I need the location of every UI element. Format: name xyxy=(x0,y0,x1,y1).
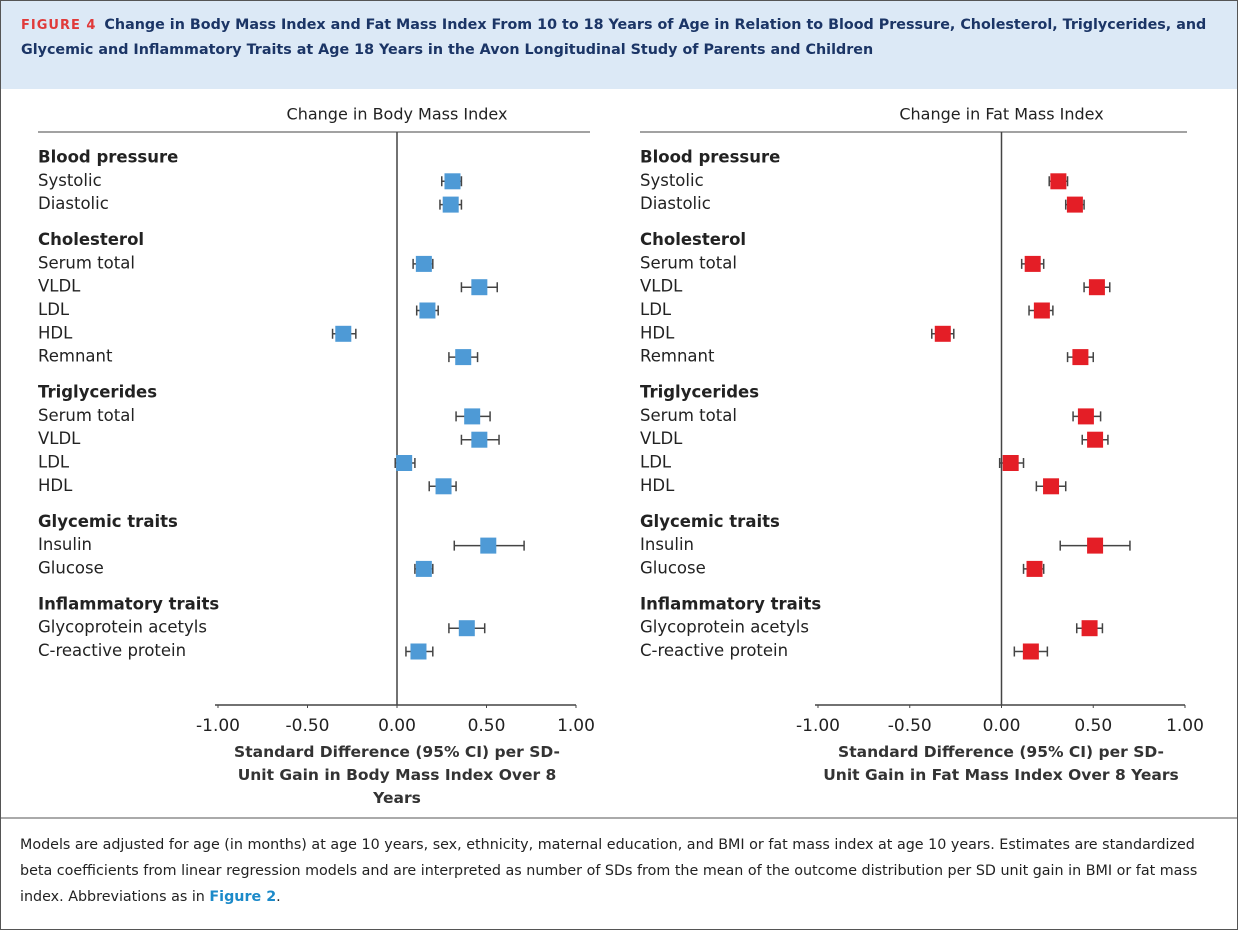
row-label: Remnant xyxy=(640,347,715,366)
row-label: Glucose xyxy=(38,558,104,577)
x-axis-label: Standard Difference (95% CI) per SD-Unit… xyxy=(234,743,560,807)
point-estimate xyxy=(1077,408,1094,425)
point-estimate xyxy=(396,455,413,471)
point-estimate xyxy=(410,643,427,660)
row-label: Serum total xyxy=(640,406,737,425)
point-estimate xyxy=(1026,560,1043,577)
caption: Models are adjusted for age (in months) … xyxy=(20,832,1220,910)
point-estimate xyxy=(464,408,481,425)
group-label: Cholesterol xyxy=(38,230,144,249)
point-estimate xyxy=(1024,255,1041,272)
row-label: VLDL xyxy=(640,429,683,448)
point-estimate xyxy=(444,173,461,190)
row-label: HDL xyxy=(38,323,73,342)
x-tick-label: 0.50 xyxy=(468,716,506,736)
x-tick-label: -0.50 xyxy=(286,716,330,736)
group-label: Glycemic traits xyxy=(640,512,780,531)
group-label: Inflammatory traits xyxy=(640,594,821,613)
point-estimate xyxy=(415,255,432,272)
group-label: Glycemic traits xyxy=(38,512,178,531)
point-estimate xyxy=(435,478,452,495)
point-estimate xyxy=(934,325,951,342)
row-label: Systolic xyxy=(38,171,102,190)
x-tick-label: -1.00 xyxy=(196,716,240,736)
row-label: Insulin xyxy=(640,535,694,554)
row-label: VLDL xyxy=(38,429,81,448)
row-label: VLDL xyxy=(38,277,81,296)
x-tick-label: -0.50 xyxy=(888,716,932,736)
row-label: Systolic xyxy=(640,171,704,190)
point-estimate xyxy=(471,431,488,448)
point-estimate xyxy=(458,620,475,637)
x-tick-label: 0.00 xyxy=(378,716,416,736)
row-label: Serum total xyxy=(38,406,135,425)
point-estimate xyxy=(1033,302,1050,319)
row-label: Serum total xyxy=(38,253,135,272)
point-estimate xyxy=(1087,537,1104,554)
caption-end: . xyxy=(276,889,281,905)
row-label: Serum total xyxy=(640,253,737,272)
group-label: Cholesterol xyxy=(640,230,746,249)
point-estimate xyxy=(1072,349,1089,366)
row-label: HDL xyxy=(640,476,675,495)
group-label: Blood pressure xyxy=(640,148,780,167)
x-tick-label: 1.00 xyxy=(557,716,595,736)
group-label: Triglycerides xyxy=(640,383,759,402)
point-estimate xyxy=(1002,455,1019,471)
point-estimate xyxy=(419,302,436,319)
header: FIGURE 4 Change in Body Mass Index and Fa… xyxy=(1,1,1237,89)
point-estimate xyxy=(1087,431,1104,448)
panel-title: Change in Fat Mass Index xyxy=(899,105,1103,124)
row-label: LDL xyxy=(38,300,70,319)
point-estimate xyxy=(1081,620,1098,637)
group-label: Inflammatory traits xyxy=(38,594,219,613)
row-label: LDL xyxy=(38,453,70,472)
point-estimate xyxy=(335,325,352,342)
x-tick-label: 1.00 xyxy=(1166,716,1204,736)
row-label: HDL xyxy=(640,323,675,342)
x-tick-label: -1.00 xyxy=(796,716,840,736)
x-tick-label: 0.50 xyxy=(1074,716,1112,736)
point-estimate xyxy=(415,560,432,577)
row-label: LDL xyxy=(640,300,672,319)
point-estimate xyxy=(480,537,497,554)
row-label: Insulin xyxy=(38,535,92,554)
point-estimate xyxy=(471,279,488,296)
point-estimate xyxy=(1043,478,1060,495)
row-label: LDL xyxy=(640,453,672,472)
x-tick-label: 0.00 xyxy=(983,716,1021,736)
row-label: Diastolic xyxy=(640,194,711,213)
row-label: Glycoprotein acetyls xyxy=(38,618,207,637)
point-estimate xyxy=(455,349,472,366)
panel-title: Change in Body Mass Index xyxy=(287,105,508,124)
row-label: Diastolic xyxy=(38,194,109,213)
row-label: Remnant xyxy=(38,347,113,366)
caption-text: Models are adjusted for age (in months) … xyxy=(20,837,1198,905)
row-label: VLDL xyxy=(640,277,683,296)
x-axis-label: Standard Difference (95% CI) per SD-Unit… xyxy=(823,743,1179,784)
row-label: C-reactive protein xyxy=(38,641,186,660)
figure-title: Change in Body Mass Index and Fat Mass I… xyxy=(21,17,1207,58)
row-label: C-reactive protein xyxy=(640,641,788,660)
point-estimate xyxy=(1066,196,1083,213)
row-label: Glucose xyxy=(640,558,706,577)
group-label: Blood pressure xyxy=(38,148,178,167)
point-estimate xyxy=(1050,173,1067,190)
row-label: HDL xyxy=(38,476,73,495)
figure-label: FIGURE 4 xyxy=(21,18,97,33)
point-estimate xyxy=(1088,279,1105,296)
point-estimate xyxy=(442,196,459,213)
point-estimate xyxy=(1022,643,1039,660)
caption-link[interactable]: Figure 2 xyxy=(209,889,277,905)
group-label: Triglycerides xyxy=(38,383,157,402)
row-label: Glycoprotein acetyls xyxy=(640,618,809,637)
